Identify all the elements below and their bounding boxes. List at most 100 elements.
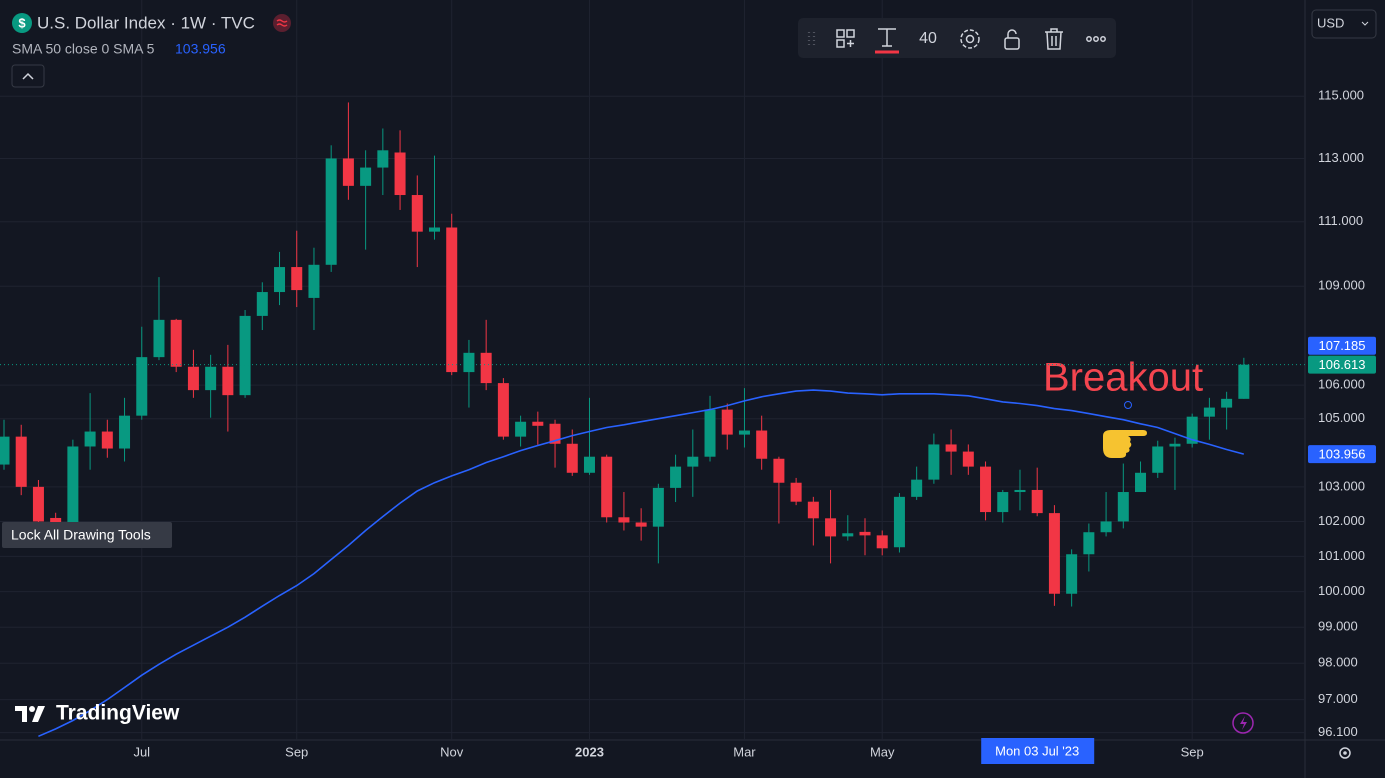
x-tick-label: Nov [440, 744, 464, 759]
candle-body [635, 522, 647, 527]
candle-body [1048, 513, 1060, 594]
toolbar-icons [807, 28, 1106, 54]
y-tick-label: 106.000 [1318, 377, 1365, 392]
last-price-badge [1308, 355, 1376, 374]
candle-body [0, 436, 10, 465]
candle-body [497, 383, 509, 437]
candle-body [997, 492, 1009, 513]
text-color-button[interactable] [875, 28, 899, 54]
y-tick-label: 113.000 [1318, 150, 1364, 165]
annotation-text[interactable]: Breakout [1043, 356, 1203, 400]
candle-body [756, 430, 768, 459]
x-tick-label: 2023 [575, 744, 604, 759]
candle-body [446, 227, 458, 373]
candle-body [222, 366, 234, 396]
candle-body [859, 531, 871, 536]
alert-button[interactable] [1232, 712, 1254, 734]
settings-button[interactable] [960, 29, 980, 49]
collapse-button[interactable] [11, 64, 45, 88]
candle-body [84, 431, 96, 447]
candle-body [1238, 364, 1250, 399]
candle-body [876, 535, 888, 549]
sma-line [38, 389, 1245, 738]
candle-body [790, 482, 802, 502]
candle-body [721, 409, 733, 435]
candle-body [291, 267, 303, 291]
currency-select[interactable] [1311, 9, 1377, 39]
candle-body [928, 444, 940, 480]
candle-body [1100, 521, 1112, 533]
candle-body [601, 456, 613, 518]
x-tick-label: Sep [285, 744, 308, 759]
chart-title: U.S. Dollar Index · 1W · TVC [37, 13, 255, 32]
candle-body [911, 479, 923, 497]
tooltip-text: Lock All Drawing Tools [11, 527, 151, 543]
y-tick-label: 96.100 [1318, 724, 1358, 739]
candle-body [1152, 446, 1164, 473]
candle-body [1066, 554, 1078, 594]
candle-body [1135, 472, 1147, 493]
candle-body [342, 158, 354, 186]
candle-body [153, 319, 165, 358]
candle-body [1203, 407, 1215, 417]
candle-body [515, 421, 527, 437]
tooltip [2, 522, 172, 548]
candle-body [945, 444, 957, 452]
crosshair-price-badge-label: 107.185 [1319, 338, 1366, 353]
candle-body [962, 451, 974, 467]
candle-body [1014, 489, 1026, 493]
crosshair-date-badge [981, 738, 1095, 764]
template-button[interactable] [836, 29, 855, 48]
candle-body [136, 357, 148, 416]
currency-label: USD [1317, 15, 1344, 30]
candle-body [1031, 489, 1043, 514]
candle-body [50, 517, 62, 523]
delete-button[interactable] [1045, 28, 1063, 50]
candle-body [532, 421, 544, 426]
drawing-toolbar [798, 18, 1116, 58]
candle-body [360, 167, 372, 186]
y-tick-label: 111.000 [1318, 213, 1363, 228]
candle-body [274, 267, 286, 293]
symbol-logo [12, 13, 32, 33]
candle-body [480, 352, 492, 384]
candle-body [308, 264, 320, 298]
plot [0, 102, 1250, 738]
candle-body [101, 431, 113, 449]
collapse-icon [22, 72, 34, 80]
lock-button[interactable] [1004, 29, 1020, 50]
symbol-icon: $ [18, 15, 26, 30]
candle-body [119, 415, 131, 449]
indicator-name[interactable]: SMA 50 close 0 SMA 5 [12, 41, 155, 57]
candle-body [394, 152, 406, 196]
font-size-button[interactable]: 40 [919, 30, 937, 47]
candle-body [1169, 443, 1181, 447]
y-tick-label: 103.000 [1318, 478, 1365, 493]
axis-settings[interactable] [1339, 747, 1351, 759]
overlay: 107.185 106.613 103.956 Mon 03 Jul '23 [0, 336, 1376, 764]
candle-body [170, 319, 182, 367]
y-tick-label: 101.000 [1318, 548, 1365, 563]
candle-body [825, 518, 837, 537]
alert-icon [1240, 716, 1247, 730]
axis-settings-dot [1343, 751, 1347, 755]
candle-body [807, 501, 819, 519]
candle-body [411, 195, 423, 232]
candle-body [687, 456, 699, 467]
sma-price-badge [1308, 445, 1376, 464]
candle-body [15, 436, 27, 487]
currency-caret [1361, 21, 1369, 26]
status-icon[interactable] [273, 14, 291, 32]
candle-body [652, 487, 664, 527]
brand-logo [15, 706, 45, 722]
more-button[interactable] [1086, 36, 1106, 42]
candle-body [205, 366, 217, 391]
annotation-anchor[interactable] [1124, 401, 1132, 409]
candle-body [549, 423, 561, 444]
y-tick-label: 99.000 [1318, 619, 1358, 634]
candle-body [1117, 492, 1129, 522]
candle-body [1221, 398, 1233, 408]
